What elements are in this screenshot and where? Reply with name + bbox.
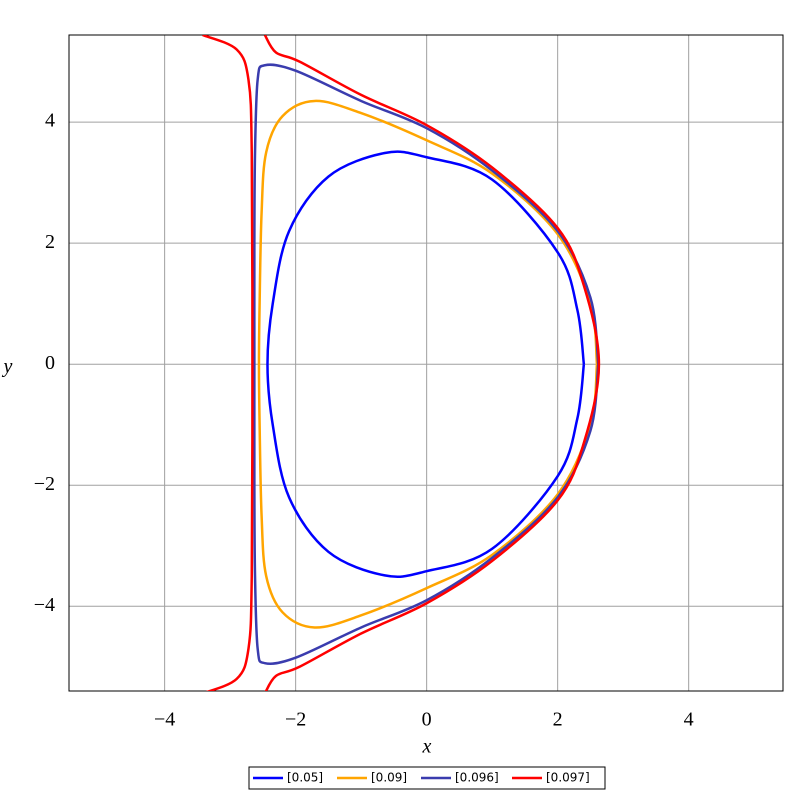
legend-label: [0.09] [371,771,407,785]
y-tick-label: 4 [45,110,55,132]
legend-label: [0.097] [546,771,590,785]
legend-label: [0.096] [455,771,499,785]
curve [202,35,601,691]
x-tick-label: 2 [553,709,563,731]
x-axis-label: x [422,736,432,758]
x-tick-label: −4 [154,709,175,731]
y-tick-label: 2 [45,231,55,253]
plot-frame [68,34,784,692]
x-tick-label: 0 [422,709,432,731]
y-axis-label: y [2,356,13,378]
curve [257,99,599,629]
y-tick-label: −2 [34,473,55,495]
legend-label: [0.05] [287,771,323,785]
curve [266,150,586,578]
y-tick-label: 0 [45,352,55,374]
x-tick-label: 4 [684,709,694,731]
x-tick-label: −2 [285,709,306,731]
y-tick-label: −4 [34,594,55,616]
curve [253,63,600,666]
